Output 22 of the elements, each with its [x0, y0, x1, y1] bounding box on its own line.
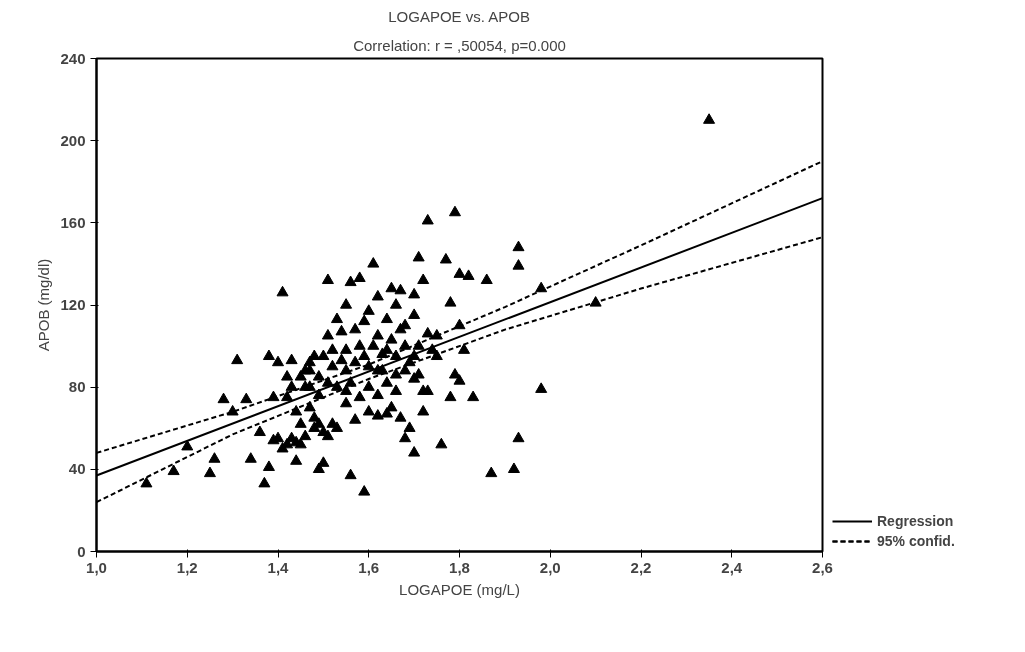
y-tick-label: 240 — [60, 49, 86, 67]
chart-title: LOGAPOE vs. APOB — [388, 7, 530, 25]
x-axis-title: LOGAPOE (mg/L) — [399, 580, 520, 598]
y-tick-label: 200 — [60, 131, 86, 149]
y-axis-title: APOB (mg/dl) — [35, 258, 53, 352]
y-tick-label: 120 — [60, 296, 86, 313]
x-tick-label: 2,6 — [812, 558, 833, 576]
legend-label: 95% confid. — [877, 533, 955, 549]
y-tick-label: 40 — [68, 460, 86, 478]
x-tick-label: 1,6 — [358, 558, 380, 576]
x-tick-label: 1,8 — [449, 558, 470, 576]
legend-label: Regression — [877, 513, 954, 529]
x-tick-label: 1,2 — [176, 558, 198, 576]
y-tick-label: 0 — [77, 542, 86, 560]
x-tick-label: 2,0 — [539, 558, 561, 576]
x-tick-label: 2,4 — [721, 558, 743, 576]
y-tick-label: 80 — [68, 378, 86, 396]
x-tick-label: 2,2 — [630, 558, 652, 576]
chart-subtitle: Correlation: r = ,50054, p=0.000 — [353, 36, 566, 54]
x-tick-label: 1,0 — [86, 558, 107, 576]
x-tick-label: 1,4 — [267, 558, 290, 576]
y-tick-label: 160 — [60, 213, 86, 231]
